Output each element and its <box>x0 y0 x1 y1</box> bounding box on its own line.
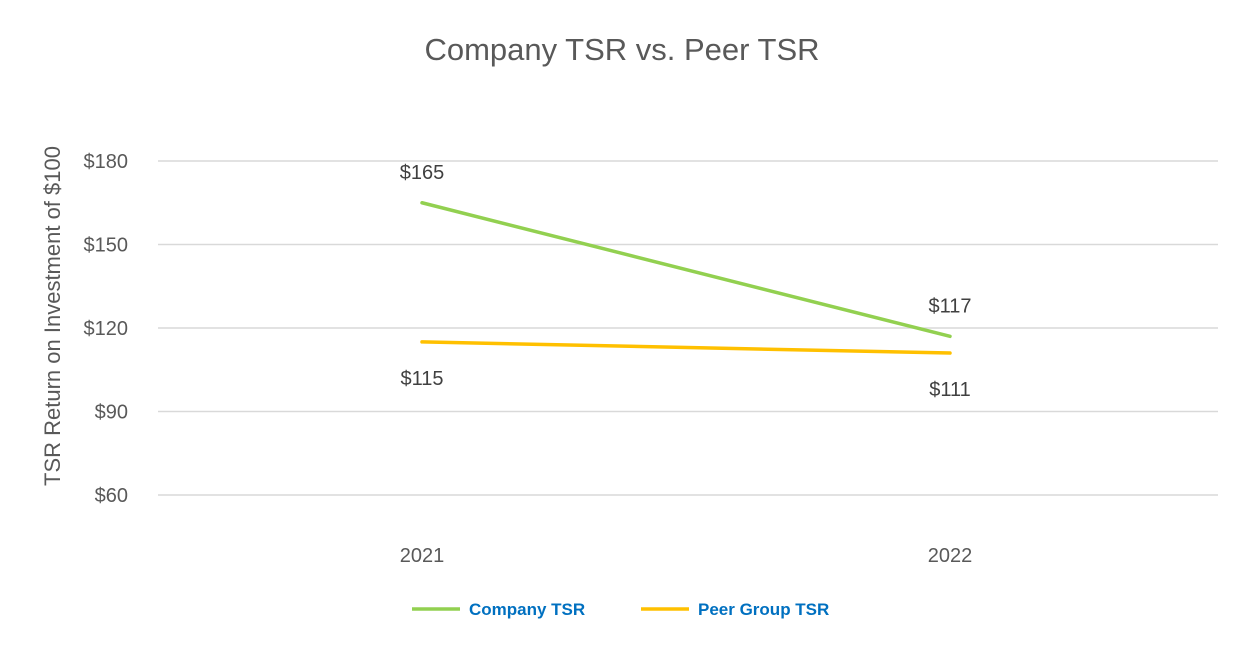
y-tick-label: $60 <box>95 485 128 507</box>
series-lines <box>420 201 952 355</box>
data-label: $115 <box>400 368 443 390</box>
x-axis-ticks: 2021 2022 <box>400 545 973 567</box>
series-line <box>420 340 952 355</box>
x-tick-label: 2022 <box>928 545 973 567</box>
legend: Company TSR Peer Group TSR <box>412 600 829 619</box>
legend-label: Peer Group TSR <box>698 600 829 619</box>
chart-title: Company TSR vs. Peer TSR <box>424 32 819 67</box>
gridlines <box>158 160 1218 496</box>
data-label: $111 <box>929 379 971 401</box>
data-label: $165 <box>400 162 445 184</box>
data-label: $117 <box>928 295 971 317</box>
legend-label: Company TSR <box>469 600 585 619</box>
data-labels: $165 $117 $115 $111 <box>400 162 972 401</box>
y-axis-label: TSR Return on Investment of $100 <box>40 146 65 486</box>
series-line <box>420 201 952 339</box>
x-tick-label: 2021 <box>400 545 445 567</box>
y-tick-label: $150 <box>84 235 129 257</box>
y-tick-label: $90 <box>95 402 128 424</box>
y-tick-label: $180 <box>84 151 129 173</box>
y-tick-label: $120 <box>84 318 129 340</box>
y-axis-ticks: $60 $90 $120 $150 $180 <box>84 151 129 507</box>
